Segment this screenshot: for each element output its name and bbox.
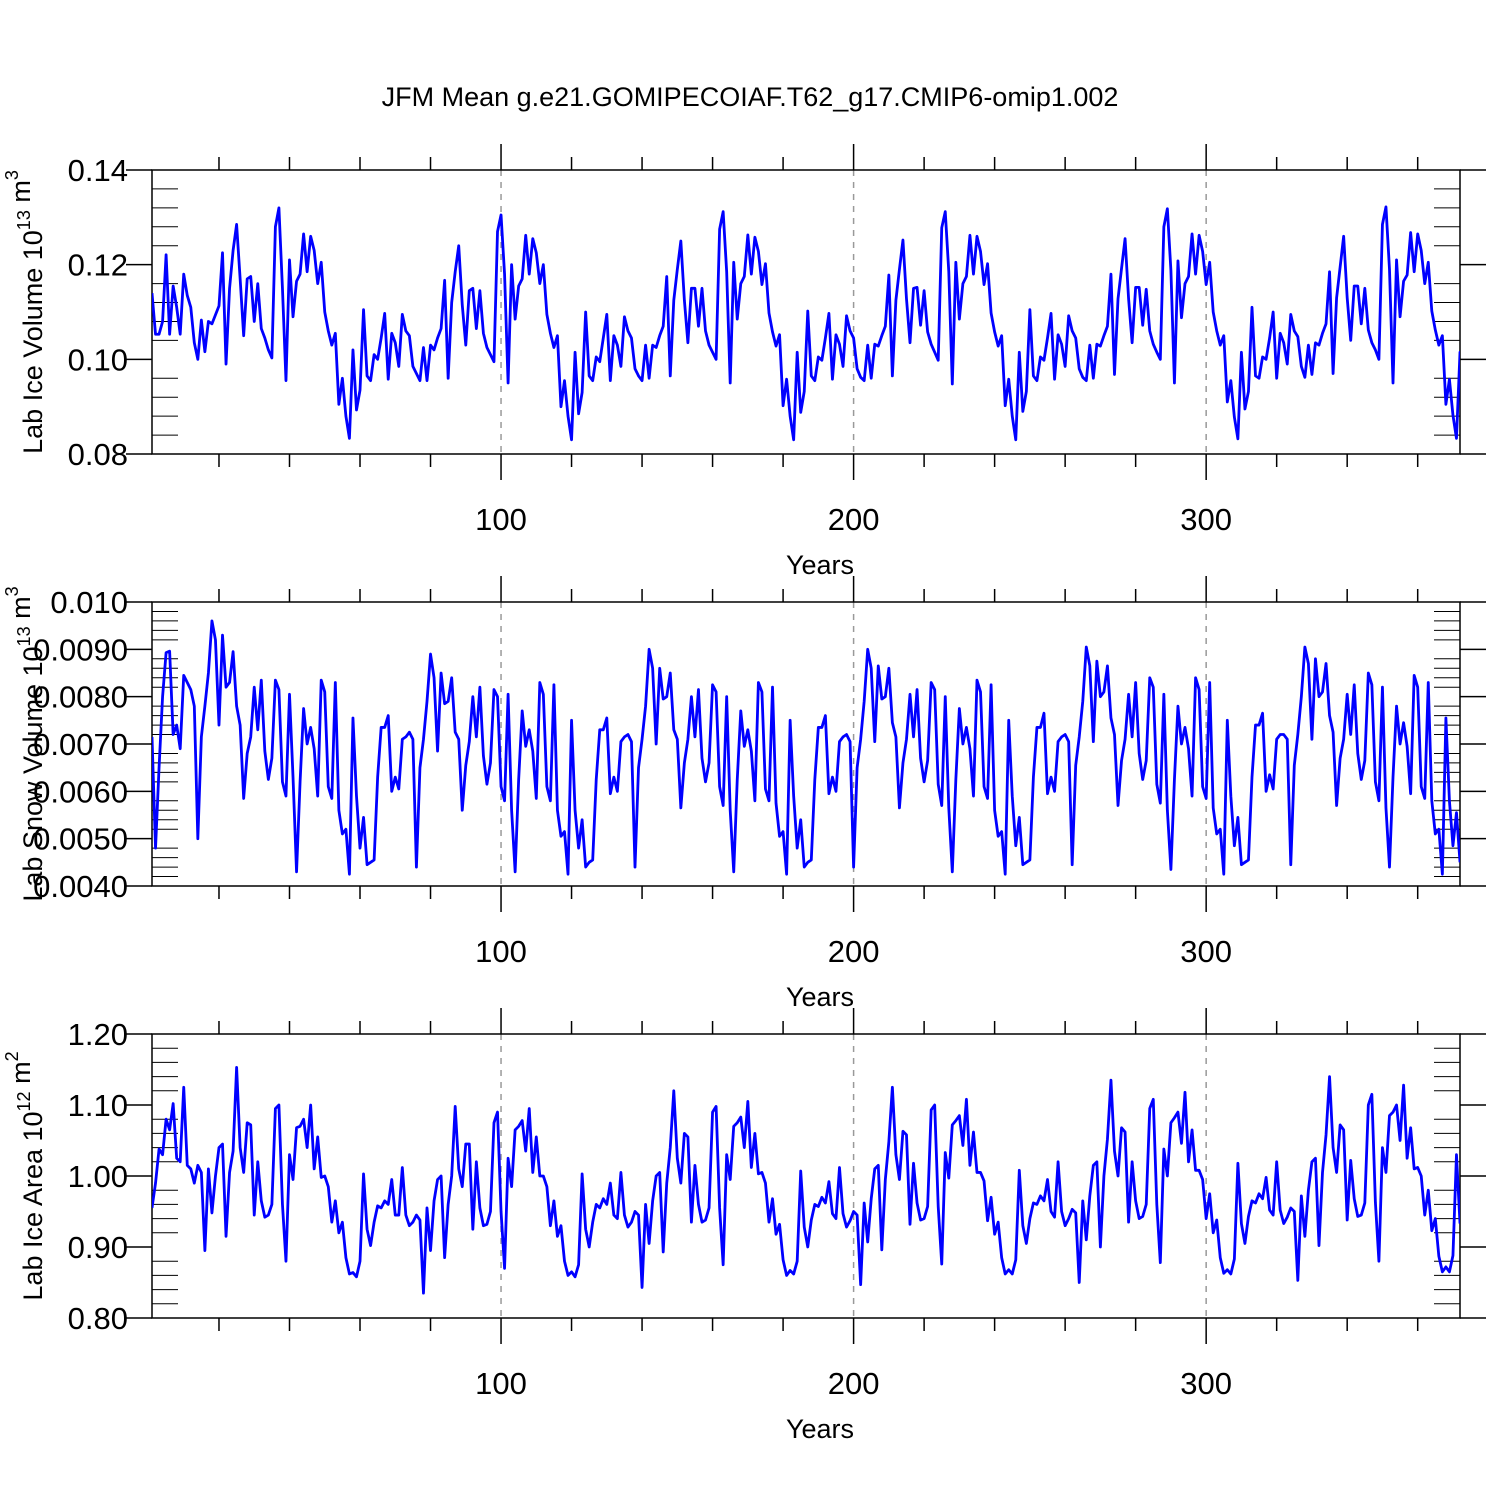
- x-tick-label: 300: [1180, 502, 1232, 537]
- y-tick-label: 0.0070: [33, 727, 128, 762]
- x-tick-label: 200: [828, 934, 880, 969]
- x-axis-label: Years: [786, 1414, 854, 1444]
- y-tick-label: 0.0040: [33, 869, 128, 904]
- series-line: [152, 1065, 1460, 1295]
- x-tick-label: 100: [475, 1366, 527, 1401]
- panel-ice-volume: 0.08 0.10 0.12 0.14 100 200 300 Years Lab Ice Vo…: [2, 144, 1486, 580]
- plot-frame: [151, 1033, 1461, 1319]
- panel-snow-volume: 0.0040 0.0050 0.0060 0.0070 0.0080 0.0090 0.01…: [2, 576, 1486, 1012]
- panel-ice-area: 0.80 0.90 1.00 1.10 1.20 100 200 300 Years Lab Ic…: [2, 1008, 1486, 1444]
- y-tick-label: 0.0050: [33, 822, 128, 857]
- x-tick-label: 200: [828, 1366, 880, 1401]
- y-tick-label: 1.10: [68, 1088, 128, 1123]
- x-tick-label: 300: [1180, 934, 1232, 969]
- x-axis-label: Years: [786, 982, 854, 1012]
- series-line: [152, 619, 1460, 876]
- series-line: [152, 205, 1460, 442]
- y-tick-label: 0.0080: [33, 680, 128, 715]
- plot-frame: [151, 169, 1461, 455]
- x-tick-label: 100: [475, 502, 527, 537]
- y-axis-label: Lab Ice Volume 1013 m3: [2, 170, 48, 454]
- y-tick-label: 0.12: [68, 248, 128, 283]
- y-tick-label: 0.90: [68, 1230, 128, 1265]
- y-tick-label: 0.08: [68, 437, 128, 472]
- y-axis-label: Lab Ice Area 1012 m2: [2, 1051, 48, 1300]
- y-tick-label: 0.10: [68, 342, 128, 377]
- y-axis-label: Lab Snow Volume 1013 m3: [2, 586, 48, 901]
- y-tick-label: 0.0060: [33, 774, 128, 809]
- y-tick-label: 1.00: [68, 1159, 128, 1194]
- x-tick-label: 300: [1180, 1366, 1232, 1401]
- x-tick-label: 200: [828, 502, 880, 537]
- y-tick-label: 0.14: [68, 153, 128, 188]
- y-tick-label: 0.80: [68, 1301, 128, 1336]
- y-tick-label: 1.20: [68, 1017, 128, 1052]
- y-tick-label: 0.010: [50, 585, 128, 620]
- x-tick-label: 100: [475, 934, 527, 969]
- figure-title: JFM Mean g.e21.GOMIPECOIAF.T62_g17.CMIP6…: [382, 82, 1119, 112]
- x-axis-label: Years: [786, 550, 854, 580]
- y-tick-label: 0.0090: [33, 632, 128, 667]
